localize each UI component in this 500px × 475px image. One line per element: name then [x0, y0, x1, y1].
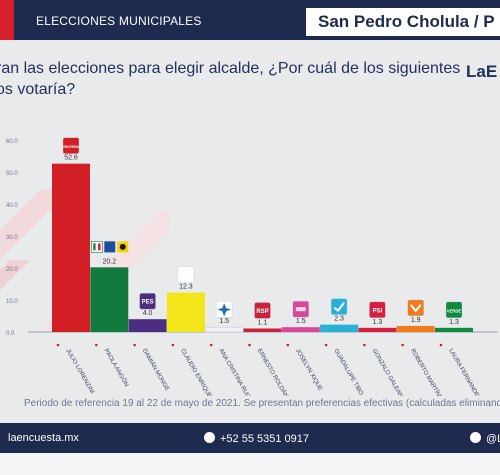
y-tick-label: 30.0 [6, 235, 18, 241]
data-label: 1.1 [258, 319, 268, 326]
category-label: PAOLA ANGÓN [103, 348, 130, 388]
party-logo-icon [330, 298, 348, 315]
category-bullet [171, 343, 175, 347]
bar [243, 328, 282, 332]
svg-text:morena: morena [63, 144, 79, 149]
place-title: San Pedro Cholula / P [318, 12, 495, 31]
bar [396, 325, 435, 332]
category-bullet [56, 343, 60, 347]
data-label: 1.9 [411, 317, 421, 324]
category-bullet [209, 343, 213, 347]
svg-text:VERDE: VERDE [447, 308, 462, 313]
data-label: 1.3 [373, 319, 383, 326]
y-tick-label: 50.0 [6, 171, 18, 177]
bar [320, 324, 359, 332]
svg-text:RSP: RSP [256, 309, 268, 315]
category-label: ERNESTO ROLDÁN SALADO [256, 348, 303, 397]
party-logo-icon [215, 300, 233, 318]
data-label: 52.6 [64, 155, 78, 162]
category-label: ROBERTO MARTÍNEZ [409, 348, 446, 397]
category-bullet [95, 343, 98, 347]
data-label: 4.0 [143, 310, 153, 317]
category-bullet [286, 343, 290, 347]
data-label: 1.5 [296, 318, 306, 325]
category-label: DAMIÁN MONGE [141, 348, 171, 393]
category-label: LAURA FERNANDEZ [447, 348, 481, 396]
bar [435, 327, 473, 332]
bar [358, 327, 397, 332]
party-logo-icon: PES [139, 292, 156, 310]
page-bottom-edge [0, 453, 500, 475]
category-label: JOSELYN XIQUE [294, 348, 323, 392]
twitter-icon [470, 432, 481, 443]
party-logo-icon [177, 266, 195, 283]
y-tick-label: 40.0 [6, 203, 18, 209]
phone-group: +52 55 5351 0917 [204, 432, 309, 445]
place-title-box: San Pedro Cholula / P [306, 8, 500, 36]
category-bullet [439, 343, 443, 347]
category-bullet [248, 343, 251, 347]
bar [166, 292, 205, 332]
phone-label: +52 55 5351 0917 [220, 433, 310, 445]
category-bullet [363, 343, 366, 347]
bar [90, 267, 129, 332]
website-label[interactable]: laencuesta.mx [8, 432, 79, 444]
y-tick-label: 0.0 [6, 331, 15, 337]
footer-bar: laencuesta.mx +52 55 5351 0917 @L [0, 423, 500, 453]
party-logo-icon [407, 299, 424, 317]
category-bullet [401, 343, 405, 347]
bar [52, 163, 90, 332]
svg-text:PSI: PSI [373, 308, 383, 314]
bar-chart: 60.0 50.0 40.0 30.0 20.0 10.0 0.0 52.6 morena JUL… [6, 137, 498, 397]
data-label: 12.3 [179, 284, 193, 291]
bar [281, 327, 320, 332]
y-tick-label: 60.0 [6, 139, 18, 145]
data-label: 1.3 [449, 319, 459, 326]
party-logo-icon: PSI [369, 301, 386, 319]
party-logo-icon: VERDE [445, 301, 463, 319]
header-flag-stripe [0, 0, 14, 40]
brand-logo-text: LaE [466, 62, 498, 81]
bar [128, 319, 167, 332]
category-label: JULIO LORENZINI [64, 348, 95, 395]
category-label: GUADALUPE TIBO ANTONIO [332, 348, 378, 396]
survey-question: ran las elecciones para elegir alcalde, … [0, 60, 461, 98]
data-label: 1.5 [219, 318, 229, 325]
category-bullet [133, 343, 136, 347]
social-label[interactable]: @L [486, 433, 500, 445]
party-logo-icon [91, 241, 129, 253]
party-logo-icon: RSP [254, 302, 271, 319]
data-label: 2.3 [334, 316, 344, 323]
y-tick-label: 20.0 [6, 267, 18, 273]
header-bar: ELECCIONES MUNICIPALES San Pedro Cholula… [0, 0, 500, 40]
party-logo-icon: morena [62, 137, 79, 154]
party-logo-icon [292, 300, 309, 318]
footnote: Periodo de referencia 19 al 22 de mayo d… [24, 398, 500, 409]
section-title: ELECCIONES MUNICIPALES [36, 14, 202, 28]
category-bullet [324, 343, 328, 347]
svg-text:PES: PES [142, 300, 154, 306]
social-group: @L [470, 432, 500, 445]
category-label: ANA CRISTINA RUIZ RANGEL [217, 348, 264, 396]
y-tick-label: 10.0 [6, 299, 18, 305]
data-label: 20.2 [102, 258, 116, 265]
whatsapp-icon [204, 432, 215, 443]
bar [204, 326, 244, 333]
